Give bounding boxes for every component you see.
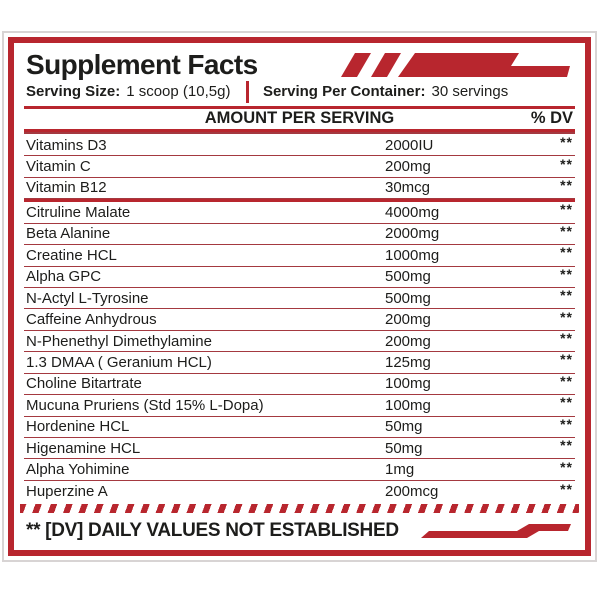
title-row: Supplement Facts	[24, 47, 575, 81]
ingredient-dv-marker: **	[560, 176, 573, 193]
ingredient-amount: 500mg	[385, 289, 431, 307]
ingredient-amount: 100mg	[385, 375, 431, 393]
ingredient-dv-marker: **	[560, 155, 573, 172]
servings-per-container: Serving Per Container: 30 servings	[263, 83, 508, 100]
table-row: Creatine HCL 1000mg **	[24, 244, 575, 267]
ingredient-amount: 4000mg	[385, 203, 440, 221]
chevron-stripes-decoration-icon	[341, 53, 570, 77]
table-row: Vitamin C 200mg **	[24, 155, 575, 178]
ingredient-dv-marker: **	[560, 265, 573, 282]
serving-info-row: Serving Size: 1 scoop (10,5g) Serving Per…	[24, 80, 575, 109]
dv-footnote: ** [DV] DAILY VALUES NOT ESTABLISHED	[26, 520, 399, 541]
ingredient-amount: 500mg	[385, 268, 431, 286]
ingredient-name: Vitamins D3	[26, 136, 107, 154]
table-row: Choline Bitartrate 100mg **	[24, 372, 575, 396]
ingredient-dv-marker: **	[560, 458, 573, 475]
ingredient-amount: 200mcg	[385, 483, 439, 501]
header-divider	[24, 128, 575, 134]
servings-per-container-value: 30 servings	[431, 83, 509, 100]
table-row: Mucuna Pruriens (Std 15% L-Dopa) 100mg **	[24, 394, 575, 417]
table-row: Alpha Yohimine 1mg **	[24, 458, 575, 481]
ingredient-amount: 200mg	[385, 332, 431, 350]
ingredient-dv-marker: **	[560, 244, 573, 261]
table-row: Hordenine HCL 50mg **	[24, 415, 575, 439]
ingredient-dv-marker: **	[560, 415, 573, 432]
ingredient-table: Vitamins D3 2000IU ** Vitamin C 200mg ** Vitam…	[24, 134, 575, 502]
supplement-facts-card: Supplement Facts Serving Size: 1 scoop (1…	[2, 31, 597, 562]
vertical-divider	[246, 80, 249, 103]
ingredient-name: Vitamin B12	[26, 179, 107, 197]
ingredient-name: 1.3 DMAA ( Geranium HCL)	[26, 353, 212, 371]
table-row: Citruline Malate 4000mg **	[24, 201, 575, 224]
ingredient-amount: 1000mg	[385, 246, 440, 264]
ingredient-amount: 200mg	[385, 158, 431, 176]
column-header-row: AMOUNT PER SERVING % DV	[24, 109, 575, 129]
ingredient-amount: 30mcg	[385, 179, 431, 197]
ingredient-name: Choline Bitartrate	[26, 375, 142, 393]
ingredient-name: Vitamin C	[26, 158, 91, 176]
percent-dv-header: % DV	[530, 109, 573, 128]
table-row: N-Actyl L-Tyrosine 500mg **	[24, 287, 575, 310]
ingredient-amount: 2000IU	[385, 136, 434, 154]
ingredient-amount: 125mg	[385, 353, 431, 371]
ingredient-name: Huperzine A	[26, 483, 108, 501]
table-row: Vitamins D3 2000IU **	[24, 134, 575, 157]
table-row: Beta Alanine 2000mg **	[24, 222, 575, 246]
table-row: N-Phenethyl Dimethylamine 200mg **	[24, 330, 575, 353]
serving-size-label: Serving Size:	[26, 83, 121, 100]
ingredient-name: Citruline Malate	[26, 203, 131, 221]
ingredient-name: Alpha Yohimine	[26, 461, 130, 479]
ingredient-dv-marker: **	[560, 372, 573, 389]
ingredient-amount: 100mg	[385, 396, 431, 414]
page-title: Supplement Facts	[26, 49, 258, 80]
table-row: Vitamin B12 30mcg **	[24, 176, 575, 200]
ingredient-dv-marker: **	[560, 308, 573, 325]
ingredient-dv-marker: **	[560, 394, 573, 411]
ingredient-dv-marker: **	[560, 351, 573, 368]
servings-per-container-label: Serving Per Container:	[262, 83, 426, 100]
table-row: Higenamine HCL 50mg **	[24, 437, 575, 460]
ingredient-name: Beta Alanine	[26, 225, 111, 243]
ingredient-dv-marker: **	[560, 134, 573, 151]
serving-size: Serving Size: 1 scoop (10,5g)	[26, 83, 230, 100]
ingredient-dv-marker: **	[560, 287, 573, 304]
ingredient-dv-marker: **	[560, 222, 573, 239]
stepped-bar-decoration-icon	[421, 524, 571, 538]
amount-per-serving-header: AMOUNT PER SERVING	[204, 109, 395, 128]
table-row: Huperzine A 200mcg **	[24, 481, 575, 502]
ingredient-name: Creatine HCL	[26, 246, 117, 264]
ingredient-name: Caffeine Anhydrous	[26, 311, 157, 329]
hazard-stripe-band	[20, 504, 579, 513]
footer-row: ** [DV] DAILY VALUES NOT ESTABLISHED	[24, 520, 575, 542]
table-section-actives: Citruline Malate 4000mg ** Beta Alanine 2000…	[24, 201, 575, 502]
ingredient-dv-marker: **	[560, 480, 573, 497]
red-border-frame: Supplement Facts Serving Size: 1 scoop (1…	[8, 37, 591, 556]
ingredient-dv-marker: **	[560, 201, 573, 218]
table-row: 1.3 DMAA ( Geranium HCL) 125mg **	[24, 351, 575, 374]
ingredient-name: N-Phenethyl Dimethylamine	[26, 332, 212, 350]
ingredient-amount: 1mg	[385, 461, 415, 479]
ingredient-amount: 2000mg	[385, 225, 440, 243]
ingredient-name: Alpha GPC	[26, 268, 102, 286]
ingredient-name: Higenamine HCL	[26, 439, 141, 457]
table-row: Alpha GPC 500mg **	[24, 265, 575, 288]
ingredient-amount: 50mg	[385, 418, 423, 436]
ingredient-amount: 50mg	[385, 439, 423, 457]
ingredient-name: Mucuna Pruriens (Std 15% L-Dopa)	[26, 396, 264, 414]
table-row: Caffeine Anhydrous 200mg **	[24, 308, 575, 331]
ingredient-amount: 200mg	[385, 311, 431, 329]
serving-size-value: 1 scoop (10,5g)	[126, 83, 231, 100]
ingredient-dv-marker: **	[560, 330, 573, 347]
ingredient-name: N-Actyl L-Tyrosine	[26, 289, 149, 307]
table-section-vitamins: Vitamins D3 2000IU ** Vitamin C 200mg ** Vitam…	[24, 134, 575, 203]
ingredient-name: Hordenine HCL	[26, 418, 130, 436]
ingredient-dv-marker: **	[560, 437, 573, 454]
